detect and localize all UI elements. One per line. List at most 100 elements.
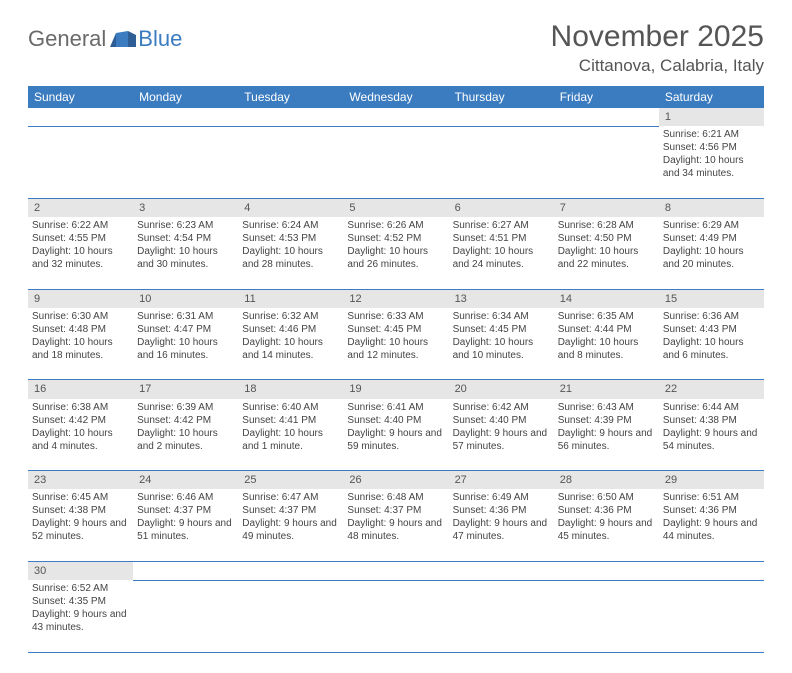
day-number-cell: 13 <box>449 289 554 308</box>
calendar-table: SundayMondayTuesdayWednesdayThursdayFrid… <box>28 86 764 653</box>
daylight-text: Daylight: 10 hours and 14 minutes. <box>242 336 339 362</box>
day-cell-body: Sunrise: 6:26 AMSunset: 4:52 PMDaylight:… <box>347 219 444 271</box>
sunrise-text: Sunrise: 6:27 AM <box>453 219 550 232</box>
daynum-row: 1 <box>28 108 764 126</box>
day-cell <box>133 580 238 652</box>
sunrise-text: Sunrise: 6:34 AM <box>453 310 550 323</box>
sunset-text: Sunset: 4:36 PM <box>663 504 760 517</box>
daynum-row: 2345678 <box>28 198 764 217</box>
weekday-header: Tuesday <box>238 86 343 108</box>
sunrise-text: Sunrise: 6:50 AM <box>558 491 655 504</box>
daylight-text: Daylight: 9 hours and 59 minutes. <box>347 427 444 453</box>
sunrise-text: Sunrise: 6:31 AM <box>137 310 234 323</box>
title-block: November 2025 Cittanova, Calabria, Italy <box>551 20 764 76</box>
calendar-week-row: Sunrise: 6:22 AMSunset: 4:55 PMDaylight:… <box>28 217 764 289</box>
day-cell <box>449 126 554 198</box>
sunset-text: Sunset: 4:38 PM <box>663 414 760 427</box>
sunrise-text: Sunrise: 6:39 AM <box>137 401 234 414</box>
sunrise-text: Sunrise: 6:29 AM <box>663 219 760 232</box>
day-cell-body: Sunrise: 6:21 AMSunset: 4:56 PMDaylight:… <box>663 128 760 180</box>
weekday-row: SundayMondayTuesdayWednesdayThursdayFrid… <box>28 86 764 108</box>
sunrise-text: Sunrise: 6:38 AM <box>32 401 129 414</box>
sunset-text: Sunset: 4:54 PM <box>137 232 234 245</box>
daynum-row: 9101112131415 <box>28 289 764 308</box>
day-cell: Sunrise: 6:22 AMSunset: 4:55 PMDaylight:… <box>28 217 133 289</box>
day-cell: Sunrise: 6:24 AMSunset: 4:53 PMDaylight:… <box>238 217 343 289</box>
sunrise-text: Sunrise: 6:52 AM <box>32 582 129 595</box>
day-number-cell: 19 <box>343 380 448 399</box>
day-cell-body: Sunrise: 6:44 AMSunset: 4:38 PMDaylight:… <box>663 401 760 453</box>
weekday-header: Sunday <box>28 86 133 108</box>
sunrise-text: Sunrise: 6:49 AM <box>453 491 550 504</box>
daylight-text: Daylight: 10 hours and 18 minutes. <box>32 336 129 362</box>
brand-logo: General Blue <box>28 26 182 52</box>
day-number-cell: 12 <box>343 289 448 308</box>
daylight-text: Daylight: 10 hours and 10 minutes. <box>453 336 550 362</box>
day-cell-body: Sunrise: 6:36 AMSunset: 4:43 PMDaylight:… <box>663 310 760 362</box>
sunset-text: Sunset: 4:38 PM <box>32 504 129 517</box>
sunset-text: Sunset: 4:51 PM <box>453 232 550 245</box>
sunset-text: Sunset: 4:49 PM <box>663 232 760 245</box>
day-cell-body: Sunrise: 6:38 AMSunset: 4:42 PMDaylight:… <box>32 401 129 453</box>
day-number-cell: 11 <box>238 289 343 308</box>
day-number-cell: 8 <box>659 198 764 217</box>
sunset-text: Sunset: 4:36 PM <box>453 504 550 517</box>
daylight-text: Daylight: 10 hours and 12 minutes. <box>347 336 444 362</box>
day-number-cell: 22 <box>659 380 764 399</box>
day-cell <box>343 126 448 198</box>
day-cell: Sunrise: 6:28 AMSunset: 4:50 PMDaylight:… <box>554 217 659 289</box>
weekday-header: Thursday <box>449 86 554 108</box>
day-cell-body: Sunrise: 6:32 AMSunset: 4:46 PMDaylight:… <box>242 310 339 362</box>
daylight-text: Daylight: 10 hours and 28 minutes. <box>242 245 339 271</box>
daylight-text: Daylight: 10 hours and 32 minutes. <box>32 245 129 271</box>
day-cell <box>554 580 659 652</box>
daylight-text: Daylight: 10 hours and 4 minutes. <box>32 427 129 453</box>
sunrise-text: Sunrise: 6:47 AM <box>242 491 339 504</box>
day-cell-body: Sunrise: 6:48 AMSunset: 4:37 PMDaylight:… <box>347 491 444 543</box>
daylight-text: Daylight: 10 hours and 8 minutes. <box>558 336 655 362</box>
sunset-text: Sunset: 4:45 PM <box>347 323 444 336</box>
sunset-text: Sunset: 4:55 PM <box>32 232 129 245</box>
sunrise-text: Sunrise: 6:44 AM <box>663 401 760 414</box>
daylight-text: Daylight: 9 hours and 43 minutes. <box>32 608 129 634</box>
daylight-text: Daylight: 10 hours and 1 minute. <box>242 427 339 453</box>
day-number-cell: 3 <box>133 198 238 217</box>
day-number-cell: 28 <box>554 471 659 490</box>
day-number-cell <box>28 108 133 126</box>
brand-part1: General <box>28 26 106 52</box>
calendar-week-row: Sunrise: 6:21 AMSunset: 4:56 PMDaylight:… <box>28 126 764 198</box>
day-cell: Sunrise: 6:26 AMSunset: 4:52 PMDaylight:… <box>343 217 448 289</box>
day-number-cell <box>449 561 554 580</box>
sunrise-text: Sunrise: 6:43 AM <box>558 401 655 414</box>
daylight-text: Daylight: 10 hours and 22 minutes. <box>558 245 655 271</box>
day-cell <box>28 126 133 198</box>
day-cell: Sunrise: 6:35 AMSunset: 4:44 PMDaylight:… <box>554 308 659 380</box>
day-cell: Sunrise: 6:46 AMSunset: 4:37 PMDaylight:… <box>133 489 238 561</box>
brand-part2: Blue <box>138 26 182 52</box>
day-cell-body: Sunrise: 6:22 AMSunset: 4:55 PMDaylight:… <box>32 219 129 271</box>
day-cell: Sunrise: 6:27 AMSunset: 4:51 PMDaylight:… <box>449 217 554 289</box>
day-cell: Sunrise: 6:42 AMSunset: 4:40 PMDaylight:… <box>449 399 554 471</box>
sunset-text: Sunset: 4:42 PM <box>32 414 129 427</box>
day-number-cell: 1 <box>659 108 764 126</box>
day-number-cell: 4 <box>238 198 343 217</box>
day-cell-body: Sunrise: 6:41 AMSunset: 4:40 PMDaylight:… <box>347 401 444 453</box>
day-number-cell: 10 <box>133 289 238 308</box>
flag-icon <box>110 31 136 47</box>
sunset-text: Sunset: 4:36 PM <box>558 504 655 517</box>
sunrise-text: Sunrise: 6:32 AM <box>242 310 339 323</box>
sunrise-text: Sunrise: 6:21 AM <box>663 128 760 141</box>
day-cell-body: Sunrise: 6:51 AMSunset: 4:36 PMDaylight:… <box>663 491 760 543</box>
sunset-text: Sunset: 4:35 PM <box>32 595 129 608</box>
day-cell-body: Sunrise: 6:50 AMSunset: 4:36 PMDaylight:… <box>558 491 655 543</box>
day-cell: Sunrise: 6:38 AMSunset: 4:42 PMDaylight:… <box>28 399 133 471</box>
sunset-text: Sunset: 4:47 PM <box>137 323 234 336</box>
weekday-header: Saturday <box>659 86 764 108</box>
day-number-cell <box>659 561 764 580</box>
location-text: Cittanova, Calabria, Italy <box>551 56 764 76</box>
sunset-text: Sunset: 4:52 PM <box>347 232 444 245</box>
daynum-row: 23242526272829 <box>28 471 764 490</box>
sunrise-text: Sunrise: 6:26 AM <box>347 219 444 232</box>
day-cell-body: Sunrise: 6:27 AMSunset: 4:51 PMDaylight:… <box>453 219 550 271</box>
day-number-cell <box>343 561 448 580</box>
